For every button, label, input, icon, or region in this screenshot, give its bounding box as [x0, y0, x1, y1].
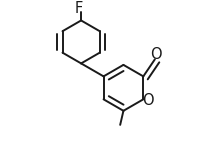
Text: O: O [150, 47, 162, 62]
Text: F: F [74, 1, 83, 16]
Text: O: O [142, 93, 153, 108]
